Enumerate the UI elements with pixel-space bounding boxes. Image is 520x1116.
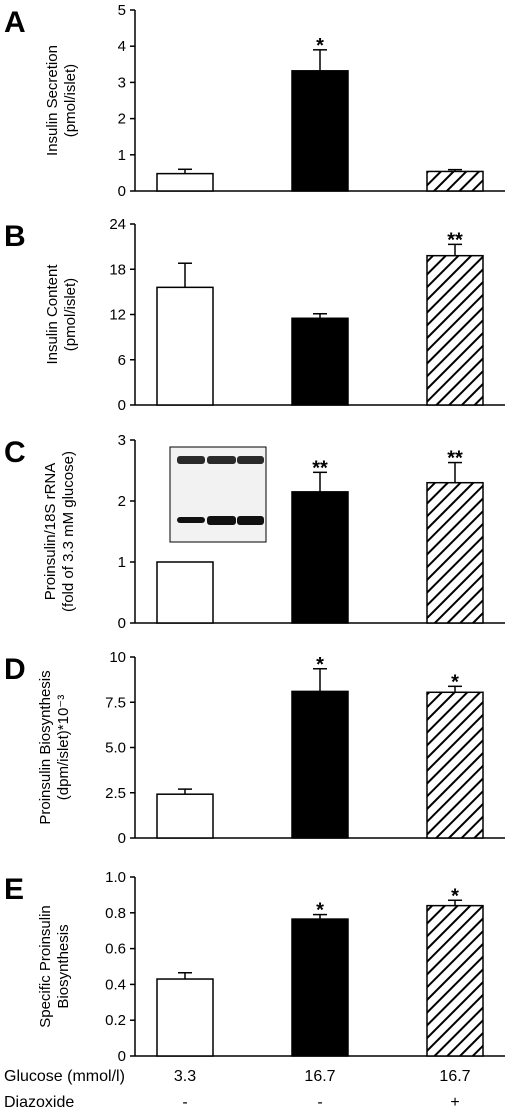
y-axis-label: Biosynthesis [55, 924, 72, 1008]
significance-marker: ** [447, 448, 463, 470]
y-tick-label: 1 [118, 147, 126, 164]
y-tick-label: 6 [118, 352, 126, 369]
y-tick-label: 3 [118, 74, 126, 91]
bar [291, 70, 349, 192]
y-axis-label: Insulin Content [44, 264, 61, 365]
significance-marker: * [451, 885, 459, 907]
y-tick-label: 0 [118, 830, 126, 847]
y-axis-label: Insulin Secretion [44, 45, 61, 156]
blot-band-upper [177, 456, 205, 464]
y-tick-label: 0.4 [105, 976, 126, 993]
y-tick-label: 7.5 [105, 694, 126, 711]
glucose-value-1: 3.3 [174, 1068, 196, 1085]
y-axis-label: (pmol/islet) [62, 64, 79, 137]
y-axis-label: Proinsulin/18S rRNA [42, 463, 59, 601]
bar [156, 172, 214, 192]
y-axis-label: Proinsulin Biosynthesis [37, 670, 54, 824]
y-tick-label: 0 [118, 183, 126, 200]
blot-band-upper [237, 456, 264, 464]
panel-b: B Insulin Content (pmol/islet) 0 6 12 18 24 ** [4, 216, 505, 414]
panel-letter: C [4, 436, 26, 469]
glucose-label: Glucose (mmol/l) [4, 1068, 125, 1085]
significance-marker: * [316, 900, 324, 922]
bar [156, 978, 214, 1057]
y-tick-label: 2 [118, 493, 126, 510]
y-axis-label: (dpm/islet)*10⁻³ [55, 695, 72, 800]
y-tick-label: 1 [118, 554, 126, 571]
y-tick-label: 4 [118, 38, 126, 55]
glucose-value-2: 16.7 [304, 1068, 335, 1085]
blot-band-lower [177, 517, 205, 523]
panel-c: C Proinsulin/18S rRNA (fold of 3.3 mM gluc… [4, 432, 505, 632]
panel-a: A Insulin Secretion (pmol/islet) 0 1 2 3 4 5 * [4, 2, 505, 200]
y-tick-label: 24 [109, 216, 126, 233]
significance-marker: * [316, 35, 324, 57]
panel-e: E Specific Proinsulin Biosynthesis 0 0.2 0.4 0… [4, 869, 505, 1065]
bar [426, 254, 484, 406]
y-tick-label: 5 [118, 2, 126, 19]
y-tick-label: 2.5 [105, 785, 126, 802]
y-tick-label: 0 [118, 397, 126, 414]
bar [156, 561, 214, 624]
diazoxide-label: Diazoxide [4, 1094, 74, 1111]
panel-d: D Proinsulin Biosynthesis (dpm/islet)*10⁻³… [4, 649, 505, 847]
y-tick-label: 0.8 [105, 905, 126, 922]
panel-letter: D [4, 653, 26, 686]
significance-marker: * [451, 671, 459, 693]
y-tick-label: 3 [118, 432, 126, 449]
panel-letter: B [4, 220, 26, 253]
bar [426, 170, 484, 192]
diazoxide-value-1: - [182, 1094, 187, 1111]
bar [291, 690, 349, 839]
panel-letter: E [4, 873, 24, 906]
blot-band-lower [237, 516, 264, 525]
bar [291, 317, 349, 406]
bar [291, 918, 349, 1057]
y-tick-label: 0 [118, 1048, 126, 1065]
y-tick-label: 0.2 [105, 1012, 126, 1029]
y-tick-label: 5.0 [105, 740, 126, 757]
y-tick-label: 0 [118, 615, 126, 632]
panel-letter: A [4, 6, 26, 39]
bar [426, 691, 484, 839]
y-axis-label: (fold of 3.3 mM glucose) [60, 451, 77, 612]
y-tick-label: 0.6 [105, 941, 126, 958]
blot-band-upper [207, 456, 236, 464]
bar [426, 481, 484, 624]
y-tick-label: 12 [109, 307, 126, 324]
glucose-value-3: 16.7 [439, 1068, 470, 1085]
diazoxide-value-3: + [450, 1094, 459, 1111]
y-tick-label: 2 [118, 111, 126, 128]
significance-marker: * [316, 654, 324, 676]
y-tick-label: 18 [109, 261, 126, 278]
bar [156, 793, 214, 839]
y-tick-label: 1.0 [105, 869, 126, 886]
bar [291, 491, 349, 624]
y-axis-label: Specific Proinsulin [37, 905, 54, 1028]
significance-marker: ** [447, 229, 463, 251]
significance-marker: ** [312, 457, 328, 479]
bar [156, 286, 214, 406]
bar [426, 904, 484, 1057]
blot-band-lower [207, 516, 236, 525]
blot-inset [169, 446, 267, 543]
diazoxide-value-2: - [317, 1094, 322, 1111]
y-axis-label: (pmol/islet) [62, 278, 79, 351]
y-tick-label: 10 [109, 649, 126, 666]
